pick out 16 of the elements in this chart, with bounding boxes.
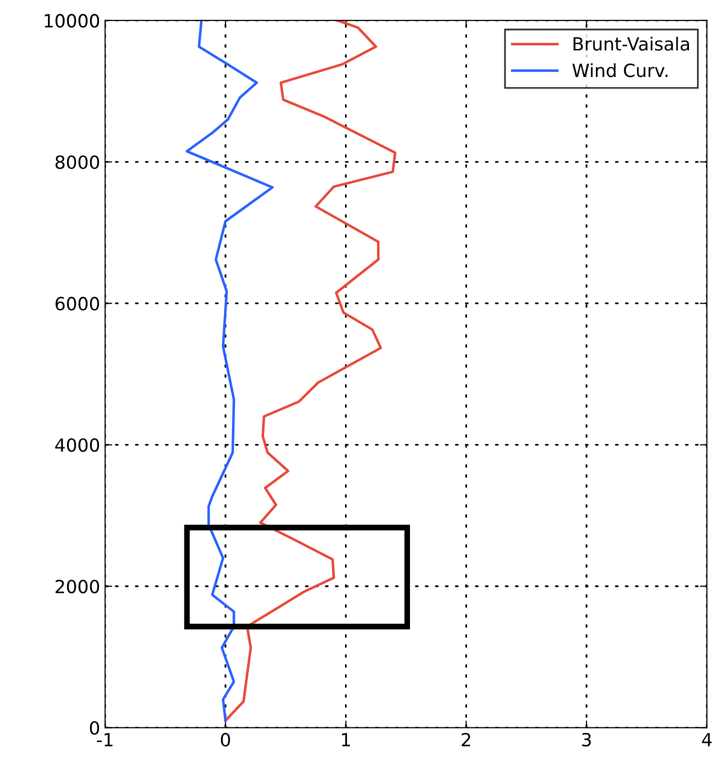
x-tick-label: 2 (462, 732, 470, 746)
legend-label: Brunt-Vaisala (574, 36, 689, 51)
y-tick-label: 8000 (56, 155, 100, 170)
y-tick-label: 2000 (56, 580, 100, 594)
legend-label: Wind Curv. (572, 63, 668, 78)
line-series (224, 20, 396, 722)
x-tick-label: 4 (702, 733, 712, 746)
x-tick-label: 0 (220, 732, 230, 747)
y-tick-label: 4000 (55, 438, 100, 452)
x-tick-label: 1 (342, 733, 350, 746)
y-tick-label: 10000 (44, 14, 100, 28)
x-tick-label: -1 (97, 733, 112, 746)
y-tick-label: 0 (90, 721, 100, 735)
line-series (186, 20, 274, 722)
y-tick-label: 6000 (56, 296, 100, 310)
x-tick-label: 3 (582, 732, 591, 747)
